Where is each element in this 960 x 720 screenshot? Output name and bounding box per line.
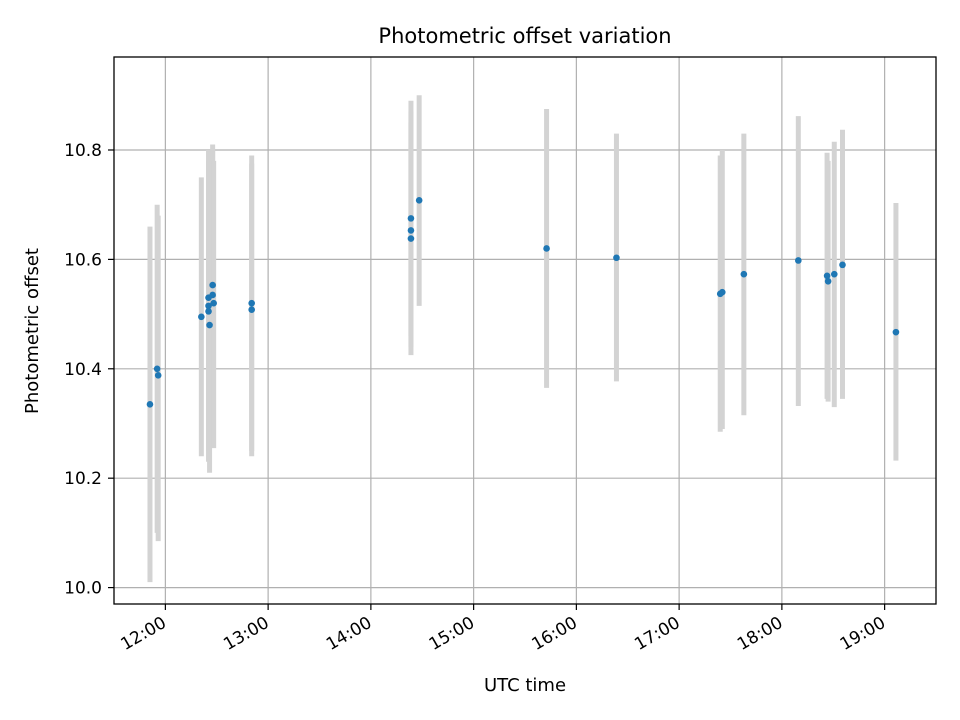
data-points bbox=[146, 197, 900, 408]
data-point bbox=[415, 197, 423, 204]
y-tick-label: 10.2 bbox=[64, 469, 102, 489]
data-point bbox=[248, 299, 255, 307]
data-point bbox=[718, 288, 726, 296]
data-point bbox=[206, 321, 213, 329]
y-axis: 10.0 10.2 10.4 10.6 10.8 bbox=[64, 141, 114, 599]
data-point bbox=[824, 277, 832, 285]
data-point bbox=[740, 270, 748, 278]
y-tick-label: 10.0 bbox=[64, 579, 102, 599]
data-point bbox=[205, 308, 212, 315]
data-point bbox=[205, 302, 212, 310]
data-point bbox=[795, 257, 802, 264]
data-point bbox=[892, 328, 900, 336]
y-tick-label: 10.4 bbox=[64, 360, 102, 380]
data-point bbox=[830, 270, 838, 278]
chart-title: Photometric offset variation bbox=[378, 24, 671, 48]
data-point bbox=[407, 215, 415, 222]
data-point bbox=[153, 365, 161, 373]
data-point bbox=[823, 272, 831, 280]
data-point bbox=[198, 313, 205, 321]
y-tick-label: 10.8 bbox=[64, 141, 102, 161]
data-point bbox=[248, 306, 255, 314]
y-axis-label: Photometric offset bbox=[22, 248, 43, 414]
data-point bbox=[154, 372, 162, 379]
plot-frame bbox=[113, 56, 937, 605]
data-point bbox=[839, 261, 846, 269]
data-point bbox=[407, 227, 415, 234]
data-point bbox=[210, 299, 217, 307]
data-point bbox=[407, 235, 415, 242]
data-point bbox=[613, 254, 620, 262]
data-point bbox=[209, 281, 216, 289]
y-tick-label: 10.6 bbox=[64, 250, 102, 270]
data-point bbox=[543, 245, 550, 252]
data-point bbox=[146, 401, 154, 408]
data-point bbox=[209, 291, 216, 299]
x-axis-label: UTC time bbox=[484, 675, 566, 696]
